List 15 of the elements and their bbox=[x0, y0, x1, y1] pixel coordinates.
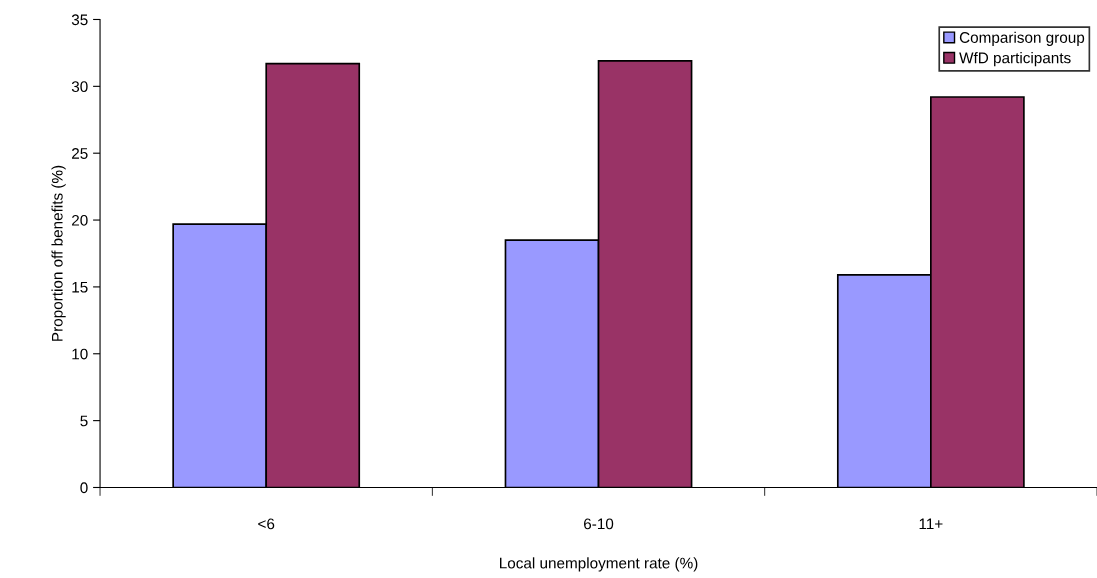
y-tick-label: 25 bbox=[72, 148, 88, 159]
y-tick-label: 35 bbox=[71, 14, 88, 26]
x-axis-title: Local unemployment rate (%) bbox=[500, 557, 698, 572]
x-tick-label: <6 bbox=[258, 518, 275, 530]
y-tick-label: 30 bbox=[71, 81, 88, 93]
y-tick-label: 10 bbox=[72, 348, 88, 360]
y-axis-title: Proportion off benefits (%) bbox=[51, 165, 66, 341]
y-tick-label: 15 bbox=[72, 281, 88, 293]
y-tick-label: 0 bbox=[80, 482, 88, 494]
legend-label: Comparison group bbox=[959, 31, 1085, 46]
x-tick-label: 6-10 bbox=[584, 518, 614, 530]
y-tick-label: 20 bbox=[72, 214, 88, 226]
legend-label: WfD participants bbox=[959, 52, 1071, 67]
x-tick-label: 11+ bbox=[919, 518, 943, 530]
y-tick-label: 5 bbox=[80, 415, 88, 427]
